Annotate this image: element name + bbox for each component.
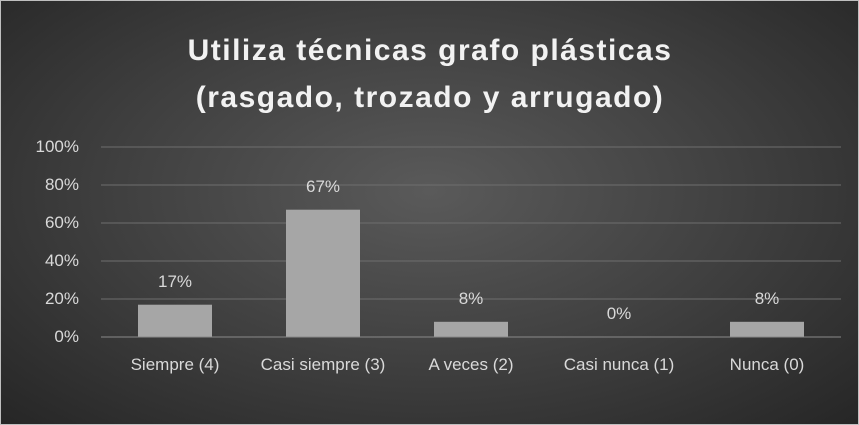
x-tick-label: Nunca (0) — [729, 355, 805, 374]
chart-title: Utiliza técnicas grafo plásticas (rasgad… — [187, 34, 673, 114]
bar — [730, 321, 804, 337]
bar — [434, 321, 508, 337]
bar — [286, 209, 360, 337]
data-label: 17% — [157, 271, 193, 291]
y-tick-label: 100% — [35, 137, 79, 156]
data-label: 67% — [305, 176, 341, 196]
x-tick-label: Siempre (4) — [130, 355, 220, 374]
data-label: 0% — [606, 304, 632, 323]
y-tick-label: 60% — [44, 213, 79, 232]
y-tick-label: 40% — [44, 251, 79, 270]
data-label: 8% — [754, 288, 780, 308]
data-label: 8% — [458, 288, 484, 308]
y-tick-label: 20% — [44, 289, 79, 308]
y-tick-label: 0% — [54, 327, 79, 346]
bar — [138, 304, 212, 337]
y-tick-label: 80% — [44, 175, 79, 194]
x-tick-label: Casi siempre (3) — [260, 355, 386, 374]
x-tick-label: Casi nunca (1) — [563, 355, 675, 374]
x-tick-label: A veces (2) — [428, 355, 514, 374]
